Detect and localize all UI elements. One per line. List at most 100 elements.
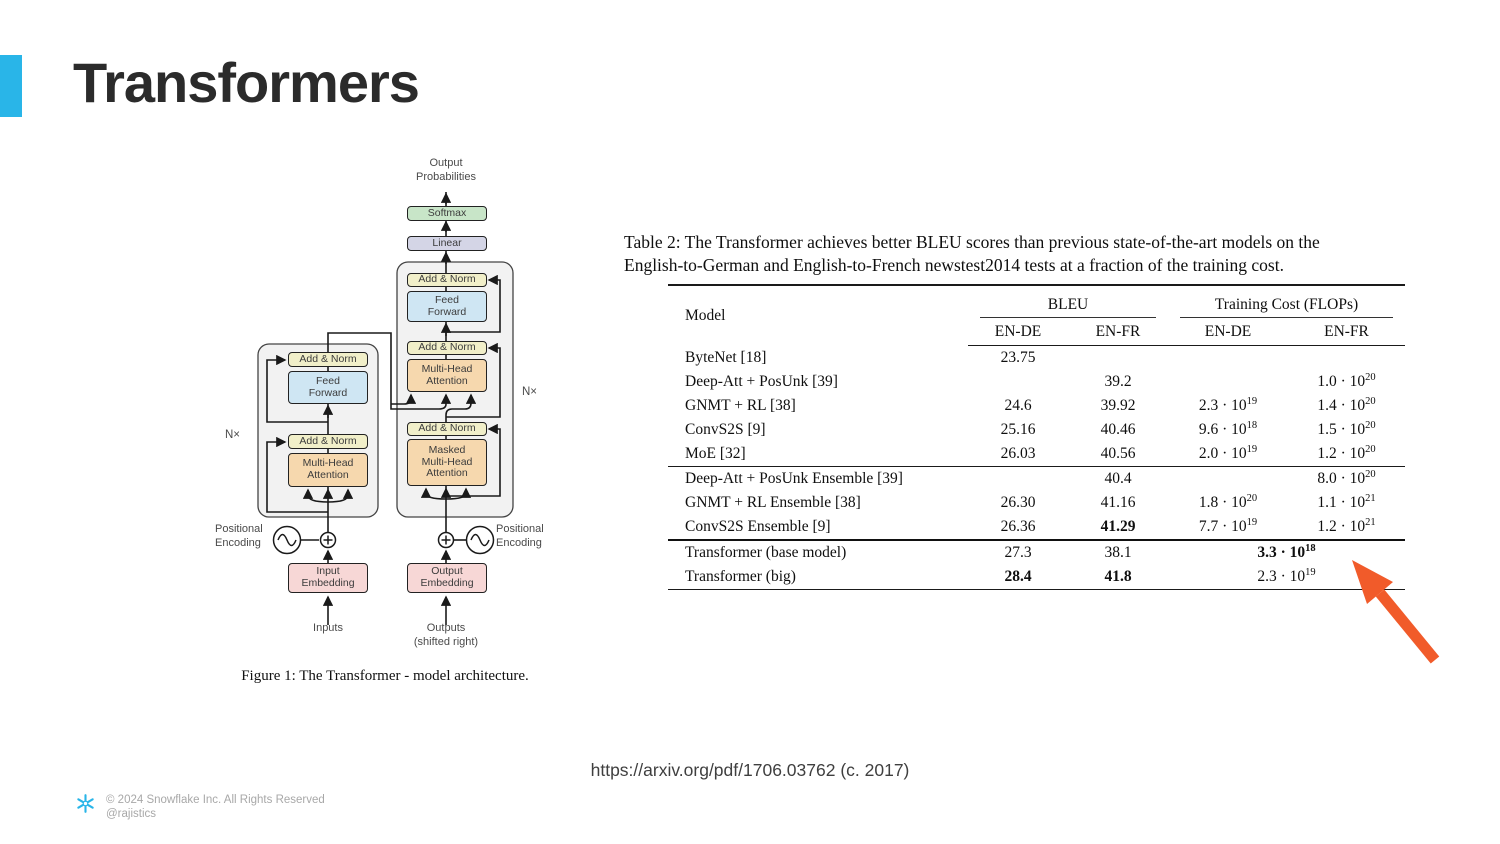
cell-cost-en-fr: 1.2 · 1021: [1288, 515, 1406, 541]
cell-cost-en-de: 2.3 · 1019: [1198, 395, 1258, 414]
results-table: Model BLEU Training Cost (FLOPs) EN-DE E…: [668, 284, 1406, 590]
page-title: Transformers: [73, 51, 420, 114]
outputs-label: Outputs (shifted right): [413, 622, 479, 648]
cell-model: Deep-Att + PosUnk [39]: [685, 373, 838, 390]
col-header-bleu-en-fr: EN-FR: [1068, 318, 1168, 346]
cell-bleu-en-de: 23.75: [1000, 349, 1036, 366]
accent-bar: [0, 55, 22, 117]
footer-text: © 2024 Snowflake Inc. All Rights Reserve…: [106, 793, 325, 822]
decoder-add-norm-bottom-box: Add & Norm: [407, 422, 487, 436]
cell-cost-en-fr: 1.0 · 1020: [1317, 371, 1376, 390]
col-group-training-cost: Training Cost (FLOPs): [1168, 285, 1405, 318]
cell-cost-en-fr: 1.5 · 1020: [1317, 419, 1376, 438]
encoder-add-norm-bottom-box: Add & Norm: [288, 434, 368, 449]
cell-cost-en-de: 1.8 · 1020: [1198, 492, 1258, 511]
figure-lines-layer: [257, 192, 514, 625]
cell-cost-en-fr: [1288, 346, 1405, 371]
table-caption: Table 2: The Transformer achieves better…: [624, 232, 1320, 275]
footer: © 2024 Snowflake Inc. All Rights Reserve…: [75, 793, 325, 822]
encoder-residual-2: [266, 354, 328, 423]
cell-cost-en-fr: 8.0 · 1020: [1317, 468, 1376, 487]
cell-bleu-en-fr: 41.8: [1104, 568, 1132, 585]
cell-bleu-en-de: 24.6: [1004, 397, 1032, 414]
col-header-bleu-en-de: EN-DE: [968, 318, 1068, 346]
table-row: Deep-Att + PosUnk Ensemble [39] 40.4 8.0…: [668, 467, 1405, 492]
cell-model: Transformer (base model): [685, 544, 847, 561]
cell-bleu-en-fr: 40.56: [1068, 442, 1168, 467]
table-row: ByteNet [18] 23.75: [668, 346, 1405, 371]
input-embedding-box: Input Embedding: [288, 563, 368, 593]
cell-model: GNMT + RL [38]: [685, 397, 796, 414]
encoder-add-norm-top-box: Add & Norm: [288, 352, 368, 367]
highlight-arrow-icon: [1352, 560, 1440, 664]
cell-cost-en-fr: 1.2 · 1020: [1288, 442, 1406, 467]
cell-cost-en-de: 2.0 · 1019: [1168, 442, 1288, 467]
cell-bleu-en-fr: [1068, 346, 1168, 371]
cell-cost-en-de: [1168, 370, 1288, 394]
add-symbols: [319, 531, 455, 549]
masked-multi-head-attention-box: Masked Multi-Head Attention: [407, 439, 487, 486]
cell-bleu-en-de: [968, 467, 1068, 492]
positional-encoding-symbols: [272, 525, 495, 555]
cell-model: Transformer (big): [685, 568, 796, 585]
inputs-label: Inputs: [313, 622, 343, 634]
col-group-bleu: BLEU: [968, 285, 1168, 318]
decoder-feed-forward-box: Feed Forward: [407, 291, 487, 322]
decoder-query-line: [445, 393, 477, 422]
encoder-residual-1: [266, 436, 328, 513]
transformer-architecture-figure: Output Probabilities N× N× Positional En…: [165, 152, 570, 697]
cell-bleu-en-de: 26.03: [968, 442, 1068, 467]
cell-bleu-en-fr: 40.4: [1104, 470, 1132, 487]
positional-encoding-label-right: Positional Encoding: [496, 523, 544, 549]
cell-cost-en-de: 7.7 · 1019: [1168, 515, 1288, 541]
linear-box: Linear: [407, 236, 487, 251]
col-header-cost-en-fr: EN-FR: [1288, 318, 1406, 346]
n-times-label-right: N×: [522, 386, 538, 398]
encoder-multi-head-attention-box: Multi-Head Attention: [288, 453, 368, 487]
table-header-group-row: Model BLEU Training Cost (FLOPs): [668, 285, 1405, 324]
cell-bleu-en-fr: 41.16: [1100, 494, 1136, 511]
decoder-residual-1: [446, 423, 501, 497]
cell-bleu-en-fr: 40.46: [1100, 421, 1136, 438]
cell-bleu-en-de: 26.30: [1000, 494, 1036, 511]
positional-encoding-label-left: Positional Encoding: [215, 523, 263, 549]
decoder-add-norm-mid-box: Add & Norm: [407, 341, 487, 355]
table-row: GNMT + RL Ensemble [38] 26.30 41.16 1.8 …: [668, 491, 1405, 515]
table-row: MoE [32] 26.03 40.56 2.0 · 1019 1.2 · 10…: [668, 442, 1406, 467]
cell-bleu-en-de: 28.4: [1004, 568, 1032, 585]
snowflake-logo-icon: [77, 794, 94, 813]
encoder-feed-forward-box: Feed Forward: [288, 371, 368, 404]
table-row: Deep-Att + PosUnk [39] 39.2 1.0 · 1020: [668, 370, 1405, 394]
n-times-label-left: N×: [225, 429, 241, 441]
output-embedding-box: Output Embedding: [407, 563, 487, 593]
cell-model: GNMT + RL Ensemble [38]: [685, 494, 861, 511]
encoder-output-line: [327, 332, 392, 404]
col-header-model: Model: [685, 306, 726, 324]
cell-bleu-en-de: 25.16: [1000, 421, 1036, 438]
cell-model: Deep-Att + PosUnk Ensemble [39]: [685, 470, 903, 487]
table-row-transformer-big: Transformer (big) 28.4 41.8 2.3 · 1019: [668, 565, 1405, 590]
decoder-residual-3: [446, 274, 501, 333]
cell-model: MoE [32]: [668, 442, 968, 467]
footer-handle: @rajistics: [106, 808, 157, 821]
cell-bleu-en-fr: 39.92: [1100, 397, 1136, 414]
cell-model: ByteNet [18]: [685, 348, 767, 366]
decoder-multi-head-attention-box: Multi-Head Attention: [407, 359, 487, 392]
source-link[interactable]: https://arxiv.org/pdf/1706.03762 (c. 201…: [590, 760, 910, 780]
output-probabilities-label: Output Probabilities: [416, 157, 476, 183]
cell-bleu-en-fr: 38.1: [1104, 544, 1132, 561]
cell-model: ConvS2S [9]: [685, 421, 766, 438]
cell-bleu-en-de: 27.3: [1004, 544, 1032, 561]
cell-cost-en-de: [1168, 346, 1288, 371]
cell-cost-en-fr: 1.4 · 1020: [1317, 395, 1376, 414]
table-subheader-row: EN-DE EN-FR EN-DE EN-FR: [668, 318, 1406, 346]
cell-bleu-en-de: 26.36: [968, 515, 1068, 541]
col-header-cost-en-de: EN-DE: [1168, 318, 1288, 346]
cell-bleu-en-de: [968, 370, 1068, 394]
table-row: ConvS2S Ensemble [9] 26.36 41.29 7.7 · 1…: [668, 515, 1406, 541]
cell-bleu-en-fr: 39.2: [1104, 373, 1132, 390]
softmax-box: Softmax: [407, 206, 487, 221]
cell-cost-en-fr: 1.1 · 1021: [1317, 492, 1376, 511]
cell-bleu-en-fr: 41.29: [1068, 515, 1168, 541]
table-row: GNMT + RL [38] 24.6 39.92 2.3 · 1019 1.4…: [668, 394, 1405, 418]
